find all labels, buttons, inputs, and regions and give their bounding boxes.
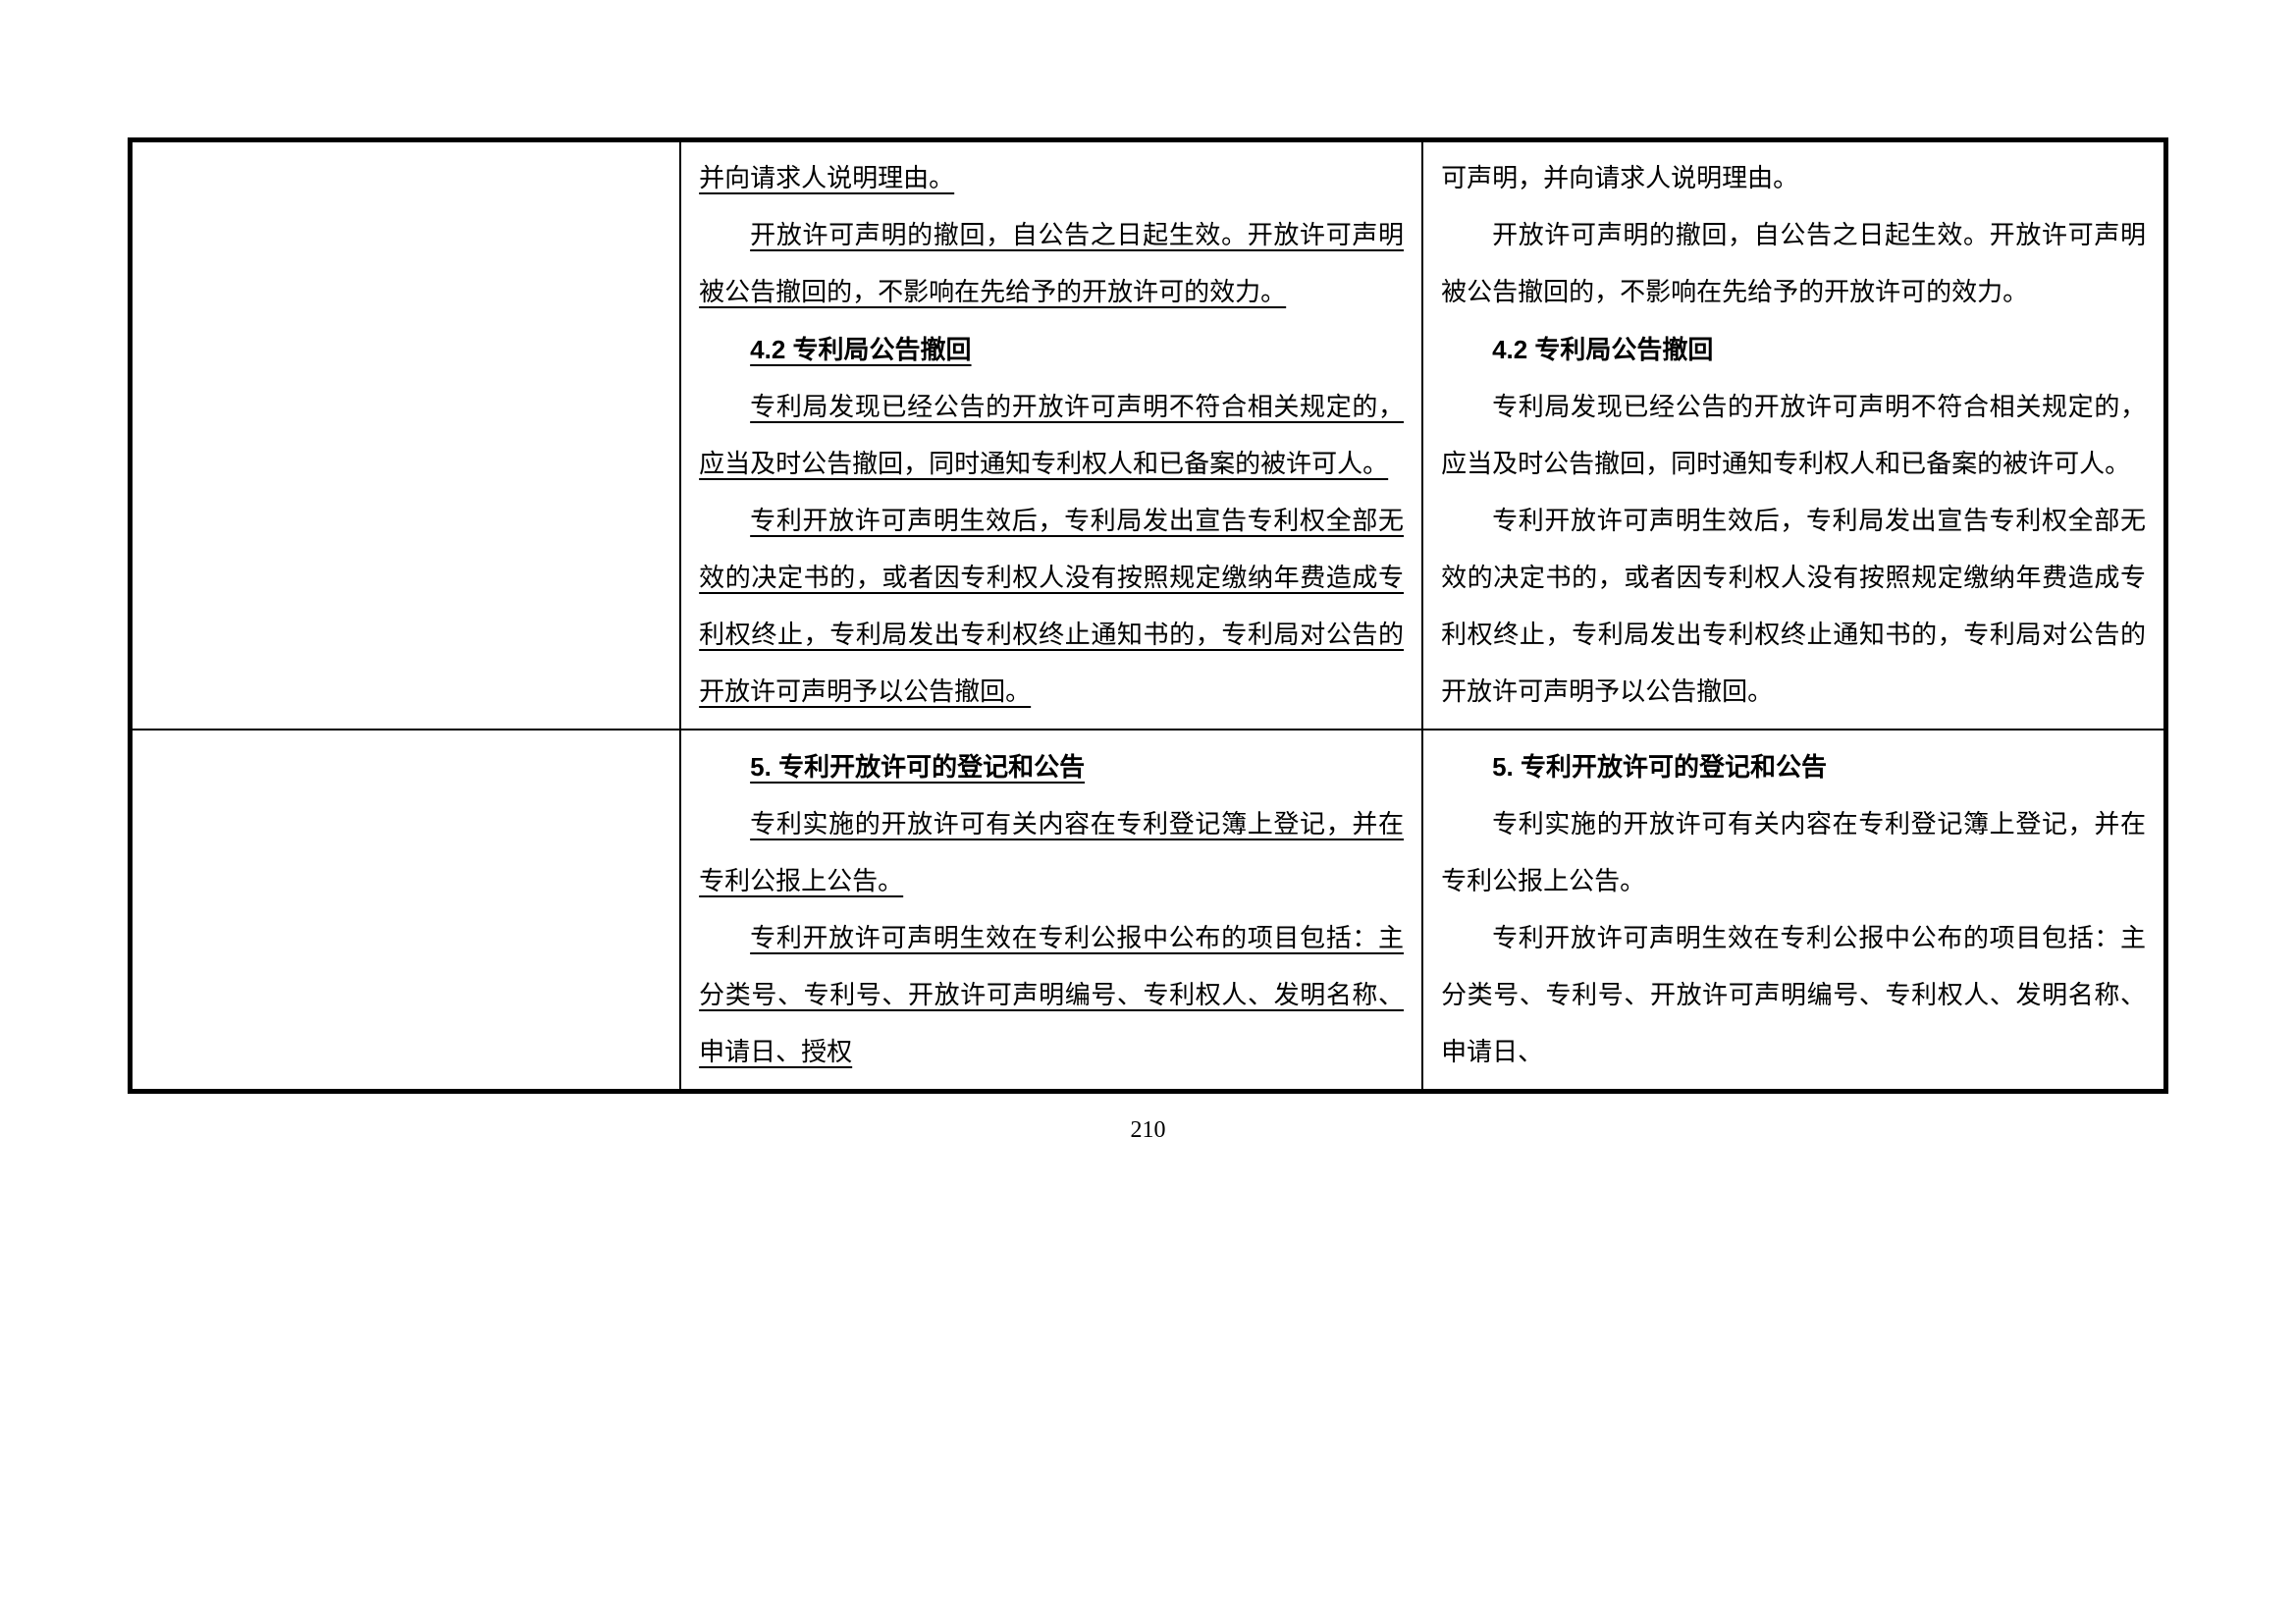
paragraph: 专利局发现已经公告的开放许可声明不符合相关规定的，应当及时公告撤回，同时通知专利… bbox=[699, 379, 1404, 493]
table-row: 5. 专利开放许可的登记和公告专利实施的开放许可有关内容在专利登记簿上登记，并在… bbox=[132, 730, 2164, 1090]
cell-content: 5. 专利开放许可的登记和公告专利实施的开放许可有关内容在专利登记簿上登记，并在… bbox=[681, 730, 1421, 1089]
table-cell: 5. 专利开放许可的登记和公告专利实施的开放许可有关内容在专利登记簿上登记，并在… bbox=[680, 730, 1422, 1090]
paragraph: 可声明，并向请求人说明理由。 bbox=[1441, 150, 2146, 207]
text-span: 专利开放许可声明生效在专利公报中公布的项目包括：主分类号、专利号、开放许可声明编… bbox=[699, 924, 1404, 1066]
document-table-container: 并向请求人说明理由。开放许可声明的撤回，自公告之日起生效。开放许可声明被公告撤回… bbox=[128, 137, 2168, 1094]
text-span: 4.2 专利局公告撤回 bbox=[750, 335, 971, 364]
text-span: 5. 专利开放许可的登记和公告 bbox=[750, 752, 1085, 782]
paragraph: 专利局发现已经公告的开放许可声明不符合相关规定的，应当及时公告撤回，同时通知专利… bbox=[1441, 379, 2146, 493]
text-span: 专利局发现已经公告的开放许可声明不符合相关规定的，应当及时公告撤回，同时通知专利… bbox=[699, 393, 1404, 478]
text-span: 专利局发现已经公告的开放许可声明不符合相关规定的，应当及时公告撤回，同时通知专利… bbox=[1441, 393, 2146, 478]
table-cell: 5. 专利开放许可的登记和公告专利实施的开放许可有关内容在专利登记簿上登记，并在… bbox=[1422, 730, 2164, 1090]
cell-content bbox=[133, 142, 679, 158]
paragraph: 专利开放许可声明生效后，专利局发出宣告专利权全部无效的决定书的，或者因专利权人没… bbox=[1441, 493, 2146, 721]
text-span: 专利开放许可声明生效在专利公报中公布的项目包括：主分类号、专利号、开放许可声明编… bbox=[1441, 924, 2146, 1066]
paragraph: 5. 专利开放许可的登记和公告 bbox=[699, 738, 1404, 796]
paragraph: 并向请求人说明理由。 bbox=[699, 150, 1404, 207]
paragraph: 4.2 专利局公告撤回 bbox=[699, 321, 1404, 379]
paragraph: 5. 专利开放许可的登记和公告 bbox=[1441, 738, 2146, 796]
paragraph: 专利开放许可声明生效在专利公报中公布的项目包括：主分类号、专利号、开放许可声明编… bbox=[699, 910, 1404, 1081]
table-cell: 并向请求人说明理由。开放许可声明的撤回，自公告之日起生效。开放许可声明被公告撤回… bbox=[680, 141, 1422, 730]
paragraph: 开放许可声明的撤回，自公告之日起生效。开放许可声明被公告撤回的，不影响在先给予的… bbox=[1441, 207, 2146, 321]
cell-content: 可声明，并向请求人说明理由。开放许可声明的撤回，自公告之日起生效。开放许可声明被… bbox=[1423, 142, 2163, 729]
paragraph: 专利开放许可声明生效后，专利局发出宣告专利权全部无效的决定书的，或者因专利权人没… bbox=[699, 493, 1404, 721]
table-cell: 可声明，并向请求人说明理由。开放许可声明的撤回，自公告之日起生效。开放许可声明被… bbox=[1422, 141, 2164, 730]
table-cell bbox=[132, 141, 680, 730]
table-cell bbox=[132, 730, 680, 1090]
text-span: 开放许可声明的撤回，自公告之日起生效。开放许可声明被公告撤回的，不影响在先给予的… bbox=[1441, 221, 2146, 306]
page-number: 210 bbox=[128, 1117, 2168, 1144]
text-span: 专利实施的开放许可有关内容在专利登记簿上登记，并在专利公报上公告。 bbox=[1441, 810, 2146, 895]
text-span: 开放许可声明的撤回，自公告之日起生效。开放许可声明被公告撤回的，不影响在先给予的… bbox=[699, 221, 1404, 306]
text-span: 专利实施的开放许可有关内容在专利登记簿上登记，并在专利公报上公告。 bbox=[699, 810, 1404, 895]
text-span: 5. 专利开放许可的登记和公告 bbox=[1492, 752, 1827, 782]
cell-content: 并向请求人说明理由。开放许可声明的撤回，自公告之日起生效。开放许可声明被公告撤回… bbox=[681, 142, 1421, 729]
paragraph: 专利实施的开放许可有关内容在专利登记簿上登记，并在专利公报上公告。 bbox=[699, 796, 1404, 910]
paragraph: 专利开放许可声明生效在专利公报中公布的项目包括：主分类号、专利号、开放许可声明编… bbox=[1441, 910, 2146, 1081]
text-span: 专利开放许可声明生效后，专利局发出宣告专利权全部无效的决定书的，或者因专利权人没… bbox=[1441, 507, 2146, 706]
table-row: 并向请求人说明理由。开放许可声明的撤回，自公告之日起生效。开放许可声明被公告撤回… bbox=[132, 141, 2164, 730]
document-table: 并向请求人说明理由。开放许可声明的撤回，自公告之日起生效。开放许可声明被公告撤回… bbox=[131, 140, 2165, 1091]
table-body: 并向请求人说明理由。开放许可声明的撤回，自公告之日起生效。开放许可声明被公告撤回… bbox=[132, 141, 2164, 1090]
paragraph: 4.2 专利局公告撤回 bbox=[1441, 321, 2146, 379]
text-span: 4.2 专利局公告撤回 bbox=[1492, 335, 1713, 364]
paragraph: 专利实施的开放许可有关内容在专利登记簿上登记，并在专利公报上公告。 bbox=[1441, 796, 2146, 910]
text-span: 并向请求人说明理由。 bbox=[699, 164, 954, 192]
cell-content bbox=[133, 730, 679, 746]
cell-content: 5. 专利开放许可的登记和公告专利实施的开放许可有关内容在专利登记簿上登记，并在… bbox=[1423, 730, 2163, 1089]
paragraph: 开放许可声明的撤回，自公告之日起生效。开放许可声明被公告撤回的，不影响在先给予的… bbox=[699, 207, 1404, 321]
text-span: 可声明，并向请求人说明理由。 bbox=[1441, 164, 1798, 192]
text-span: 专利开放许可声明生效后，专利局发出宣告专利权全部无效的决定书的，或者因专利权人没… bbox=[699, 507, 1404, 706]
